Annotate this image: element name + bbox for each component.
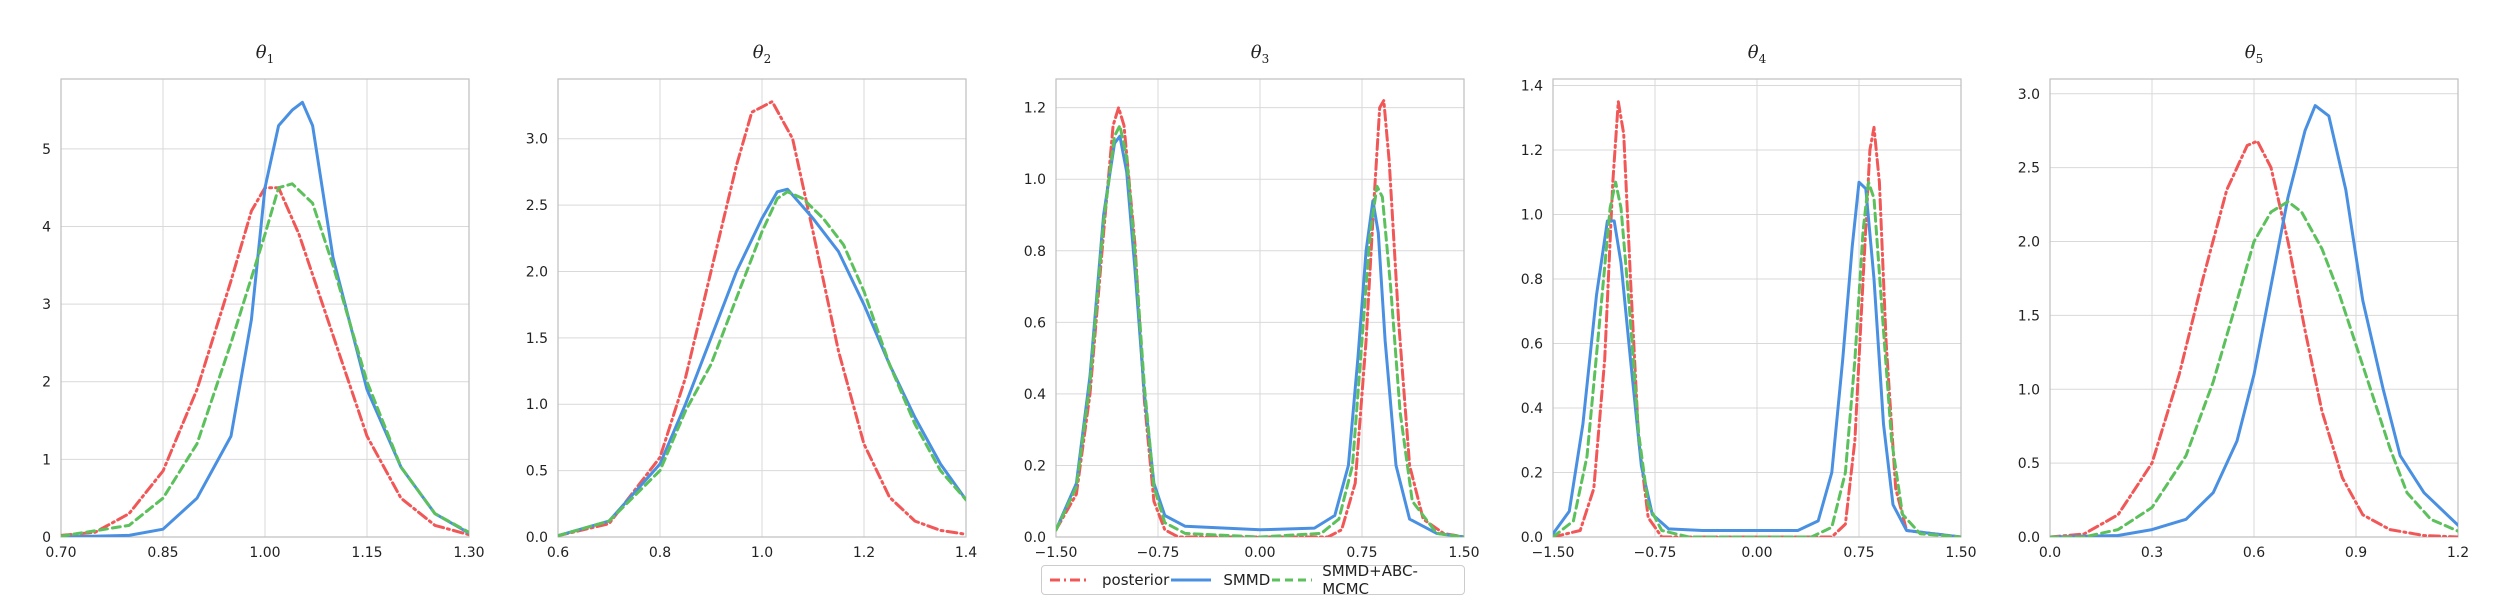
x-tick-label: 0.8 [649,545,671,561]
legend-line-smmd [1171,578,1212,582]
y-tick-label: 0.0 [1521,530,1543,546]
y-tick-label: 1.5 [2018,308,2040,324]
y-tick-label: 1.2 [1024,101,1046,117]
y-tick-label: 0.0 [2018,530,2040,546]
legend-item-abc: SMMD+ABC-MCMC [1270,562,1458,598]
subplot-theta4: −1.50 −0.75 0.00 0.75 1.50 0.0 0.2 0.4 0.6 0.8 1.0… [1521,42,1977,561]
subplot-title: θ2 [753,42,771,66]
y-tick-label: 1.0 [1024,172,1046,188]
x-tick-label: 1.15 [351,545,382,561]
y-tick-label: 1.0 [1521,207,1543,223]
legend-label-abc: SMMD+ABC-MCMC [1322,562,1418,598]
legend-line-posterior [1050,578,1090,582]
x-tick-label: 1.0 [751,545,773,561]
y-tick-label: 0.6 [1024,315,1046,331]
x-tick-label: 1.4 [955,545,977,561]
x-tick-label: 0.70 [45,545,76,561]
y-tick-label: 1.4 [1521,78,1543,94]
y-tick-label: 4 [42,219,51,235]
series-line-smmd-abc-mcmc [1553,180,1961,537]
y-tick-label: 1 [42,452,51,468]
series-line-smmd-abc-mcmc [2050,200,2458,537]
legend-label-smmd: SMMD [1223,571,1271,589]
x-tick-label: 0.00 [1741,545,1772,561]
subplot-theta3: −1.50 −0.75 0.00 0.75 1.50 0.0 0.2 0.4 0.6 0.8 1.0… [1024,42,1480,561]
plot-frame [2049,78,2459,538]
x-tick-label: −1.50 [1532,545,1575,561]
series-line-smmd-abc-mcmc [558,190,966,537]
y-tick-label: 2.5 [526,198,548,214]
plot-frame [60,78,470,538]
y-tick-label: 0.8 [1521,272,1543,288]
x-tick-label: 1.2 [2447,545,2469,561]
legend-item-smmd: SMMD [1169,571,1270,589]
y-tick-label: 2 [42,375,51,391]
y-tick-label: 0.0 [1024,530,1046,546]
y-tick-label: 1.5 [526,331,548,347]
y-tick-label: 0.6 [1521,336,1543,352]
legend: posterior SMMD SMMD+ABC-MCMC [1041,562,1465,598]
x-tick-label: 0.6 [2243,545,2265,561]
y-tick-label: 3.0 [526,132,548,148]
x-tick-label: 0.6 [547,545,569,561]
series-line-smmd [61,100,469,537]
legend-line-abc [1272,578,1313,582]
y-tick-label: 5 [42,142,51,158]
y-tick-label: 3.0 [2018,87,2040,103]
subplot-title: θ1 [256,42,274,66]
x-tick-label: 0.00 [1244,545,1275,561]
subplot-theta5: 0.0 0.3 0.6 0.9 1.2 0.0 0.5 1.0 1.5 2.0 2.5 3.0 θ5 [2018,42,2469,561]
x-tick-label: 1.50 [1945,545,1976,561]
y-tick-label: 2.0 [526,264,548,280]
x-tick-label: 0.75 [1843,545,1874,561]
series-line-posterior [558,100,966,537]
y-tick-label: 0.5 [2018,456,2040,472]
y-tick-label: 1.0 [2018,382,2040,398]
subplot-title: θ4 [1748,42,1767,66]
x-tick-label: 1.2 [853,545,875,561]
x-tick-label: 1.00 [249,545,280,561]
y-tick-label: 0.8 [1024,244,1046,260]
subplot-title: θ5 [2245,42,2263,66]
y-tick-label: 3 [42,297,51,313]
x-tick-label: 0.75 [1346,545,1377,561]
x-tick-label: 0.9 [2345,545,2367,561]
x-tick-label: −0.75 [1137,545,1180,561]
series-line-smmd [1553,180,1961,537]
subplot-title: θ3 [1251,42,1269,66]
y-tick-label: 0.2 [1521,465,1543,481]
y-tick-label: 0.0 [526,530,548,546]
y-tick-label: 0 [42,530,51,546]
series-line-smmd [2050,104,2458,537]
x-tick-label: −0.75 [1634,545,1677,561]
x-tick-label: 0.3 [2141,545,2163,561]
x-tick-label: 1.50 [1448,545,1479,561]
y-tick-label: 1.0 [526,397,548,413]
y-tick-label: 0.2 [1024,458,1046,474]
series-line-posterior [2050,139,2458,537]
y-tick-label: 1.2 [1521,143,1543,159]
x-tick-label: 0.0 [2039,545,2061,561]
x-tick-label: 1.30 [453,545,484,561]
series-line-smmd-abc-mcmc [61,182,469,537]
plot-frame [557,78,967,538]
y-tick-label: 0.4 [1024,387,1046,403]
y-tick-label: 2.5 [2018,161,2040,177]
subplot-theta1: 0.70 0.85 1.00 1.15 1.30 0 1 2 3 4 5 θ1 [42,42,485,561]
series-line-smmd-abc-mcmc [1056,124,1464,537]
x-tick-label: −1.50 [1035,545,1078,561]
x-tick-label: 0.85 [147,545,178,561]
legend-item-posterior: posterior [1048,571,1169,589]
subplot-theta2: 0.6 0.8 1.0 1.2 1.4 0.0 0.5 1.0 1.5 2.0 2.5 3.0 θ2 [526,42,977,561]
y-tick-label: 0.4 [1521,401,1543,417]
series-line-posterior [1553,100,1961,537]
legend-label-posterior: posterior [1102,571,1170,589]
y-tick-label: 0.5 [526,464,548,480]
y-tick-label: 2.0 [2018,235,2040,251]
